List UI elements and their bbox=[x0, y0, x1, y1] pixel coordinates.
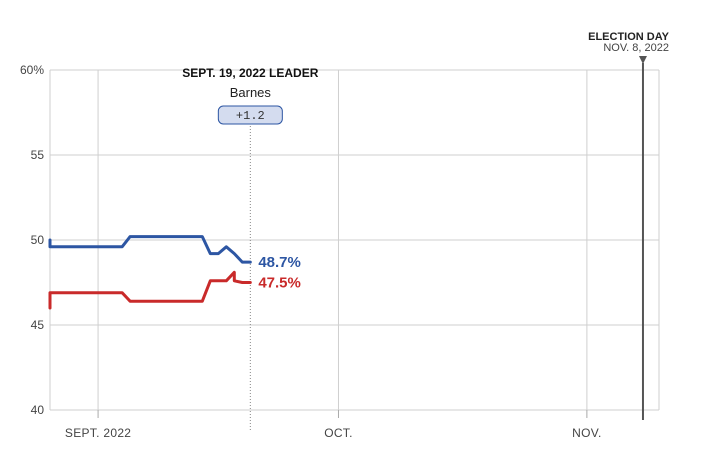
x-axis-labels: SEPT. 2022 OCT. NOV. bbox=[65, 426, 601, 440]
x-tick-label: SEPT. 2022 bbox=[65, 426, 131, 440]
leader-annotation: SEPT. 19, 2022 LEADER Barnes +1.2 bbox=[182, 66, 319, 430]
x-tick-label: NOV. bbox=[572, 426, 601, 440]
y-tick-label: 45 bbox=[31, 318, 45, 332]
annotation-margin-value: +1.2 bbox=[236, 109, 265, 123]
series-end-label-0: 48.7% bbox=[258, 254, 301, 271]
series-lines bbox=[48, 235, 252, 310]
y-tick-label: 55 bbox=[31, 148, 45, 162]
horizontal-gridlines bbox=[50, 69, 659, 411]
series-line-1 bbox=[48, 270, 252, 310]
series-end-labels: 48.7% 47.5% bbox=[258, 254, 301, 291]
annotation-leader-name: Barnes bbox=[230, 85, 272, 100]
x-tick-label: OCT. bbox=[324, 426, 353, 440]
y-axis-labels: 60% 55 50 45 40 bbox=[20, 63, 44, 417]
election-day-date: NOV. 8, 2022 bbox=[603, 42, 669, 54]
series-end-label-1: 47.5% bbox=[258, 275, 301, 292]
y-tick-label: 60% bbox=[20, 63, 44, 77]
election-day-title: ELECTION DAY bbox=[588, 31, 670, 43]
annotation-title: SEPT. 19, 2022 LEADER bbox=[182, 66, 318, 80]
election-day-arrow-icon bbox=[638, 56, 647, 64]
election-day-marker: ELECTION DAY NOV. 8, 2022 bbox=[588, 31, 670, 420]
annotation-margin-box bbox=[217, 105, 283, 125]
y-tick-label: 40 bbox=[31, 403, 45, 417]
vertical-gridlines bbox=[49, 70, 660, 418]
series-line-0 bbox=[48, 235, 252, 264]
y-tick-label: 50 bbox=[31, 233, 45, 247]
